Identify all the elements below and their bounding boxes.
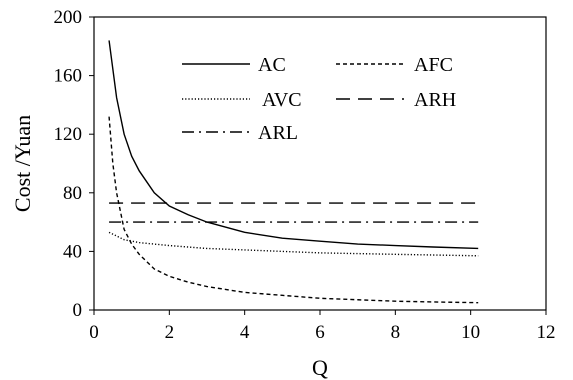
series-line-afc bbox=[108, 116, 479, 304]
y-tick-label: 120 bbox=[54, 124, 83, 145]
series-line-avc bbox=[108, 231, 479, 257]
series-layer bbox=[108, 40, 479, 304]
x-tick-label: 6 bbox=[315, 322, 325, 343]
x-tick-label: 2 bbox=[165, 322, 175, 343]
plot-frame bbox=[93, 16, 547, 311]
y-tick-label: 40 bbox=[63, 241, 82, 262]
x-axis-label: Q bbox=[312, 355, 328, 380]
legend-label-avc: AVC bbox=[262, 89, 302, 111]
legend-label-ac: AC bbox=[258, 54, 286, 76]
x-tick-label: 4 bbox=[240, 322, 250, 343]
legend-label-arh: ARH bbox=[414, 89, 456, 111]
x-tick-label: 12 bbox=[537, 322, 556, 343]
legend-label-arl: ARL bbox=[258, 122, 298, 144]
y-tick-label: 160 bbox=[54, 66, 83, 87]
y-axis-label: Cost /Yuan bbox=[10, 115, 35, 212]
x-tick-label: 8 bbox=[391, 322, 401, 343]
legend-label-afc: AFC bbox=[414, 54, 453, 76]
y-tick-label: 0 bbox=[73, 300, 83, 321]
y-tick-label: 80 bbox=[63, 183, 82, 204]
legend: AC AFC AVC ARH ARL bbox=[182, 54, 456, 144]
x-tick-label: 10 bbox=[461, 322, 480, 343]
y-tick-label: 200 bbox=[54, 7, 83, 28]
series-line-ac bbox=[108, 40, 479, 250]
x-tick-label: 0 bbox=[89, 322, 99, 343]
